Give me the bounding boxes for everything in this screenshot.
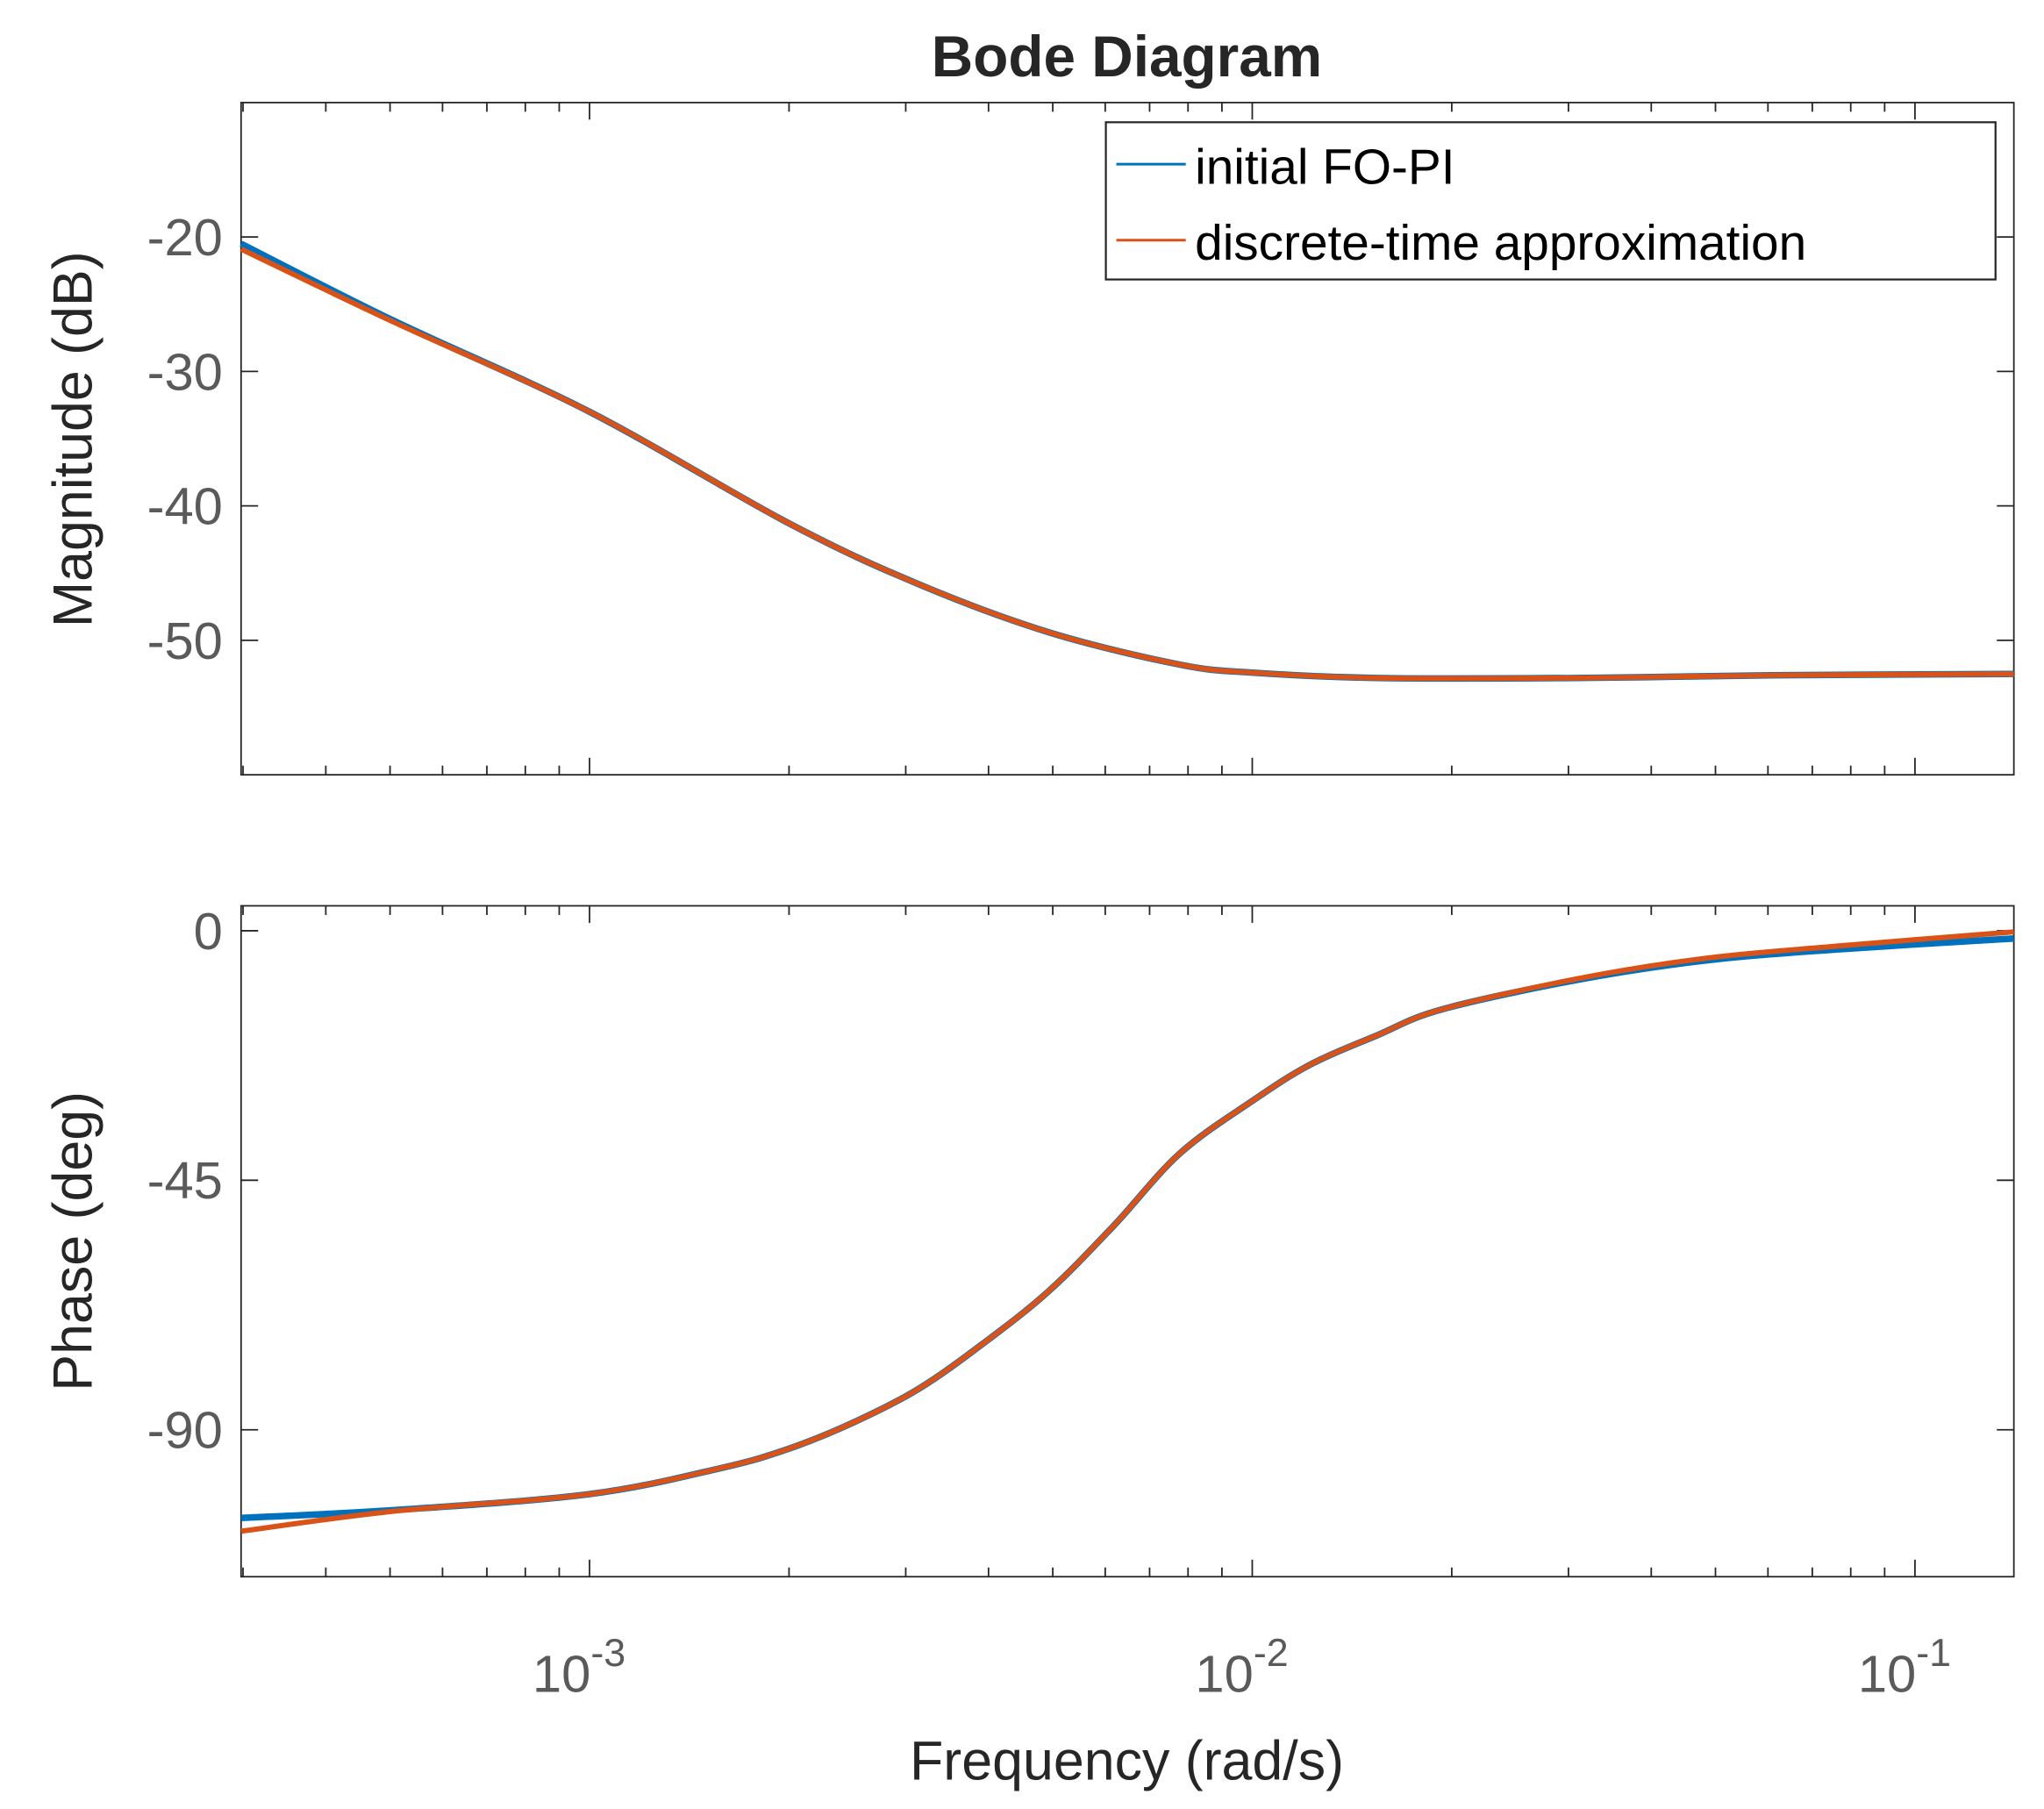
x-tick-label: 10-3	[532, 1631, 625, 1704]
legend-box	[1104, 121, 1997, 281]
y-tick-label: -40	[147, 477, 223, 536]
chart-title: Bode Diagram	[932, 25, 1322, 89]
series-line-discrete-time-approximation	[239, 247, 2014, 682]
y-tick-label: 0	[194, 902, 223, 961]
legend-label-discrete-time-approximation: discrete-time approximation	[1195, 216, 1806, 271]
x-axis-label: Frequency (rad/s)	[910, 1731, 1344, 1792]
legend-label-initial-fo-pi: initial FO-PI	[1195, 140, 1454, 196]
x-tick-label: 10-2	[1195, 1631, 1288, 1704]
y-tick-label: -45	[147, 1151, 223, 1210]
y-tick-label: -90	[147, 1401, 223, 1460]
y-tick-label: -50	[147, 611, 223, 670]
y-tick-label: -30	[147, 342, 223, 401]
plot-area	[239, 904, 2015, 1578]
series-line-discrete-time-approximation	[240, 929, 2014, 1534]
magnitude-y-axis-label: Magnitude (dB)	[43, 251, 104, 627]
legend: initial FO-PI discrete-time approximatio…	[1104, 121, 1997, 281]
y-tick-label: -20	[147, 208, 223, 267]
x-tick-label: 10-1	[1858, 1631, 1951, 1704]
phase-y-axis-label: Phase (deg)	[43, 1091, 104, 1391]
phase-panel: 0 -45 -90 10-3 10-2 10-1	[147, 902, 2015, 1704]
